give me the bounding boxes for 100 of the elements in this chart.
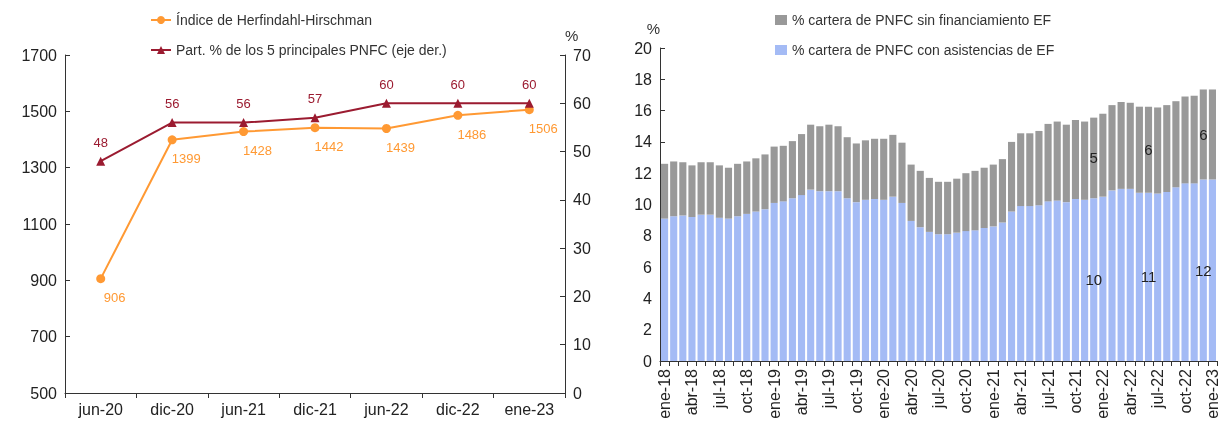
x-tick-label: ene-21	[984, 368, 1002, 419]
x-tick-label: ene-23	[504, 400, 555, 418]
data-label: 10	[1085, 271, 1103, 289]
bar	[679, 162, 687, 216]
bar	[1199, 89, 1207, 180]
bar	[679, 215, 687, 361]
x-tick-label: dic-21	[293, 400, 337, 418]
bar	[1007, 211, 1016, 361]
data-label: 57	[307, 91, 323, 107]
bar	[1053, 200, 1061, 361]
x-tick-label: jul-18	[710, 368, 728, 410]
bar	[861, 140, 870, 200]
x-tick-label: oct-21	[1066, 368, 1084, 414]
bar	[1154, 107, 1162, 194]
y-tick-label: 8	[643, 227, 653, 245]
bar	[834, 191, 842, 361]
bar	[1035, 205, 1043, 361]
bar	[998, 159, 1006, 223]
x-tick-label: abr-19	[793, 368, 811, 416]
y2-axis-title: %	[565, 27, 579, 44]
bar	[953, 232, 961, 361]
x-tick-label: jun-21	[220, 400, 266, 418]
bar	[1154, 193, 1162, 361]
bar	[1181, 183, 1189, 361]
bar	[953, 178, 961, 233]
y-tick-label: 16	[634, 102, 653, 120]
bar	[1108, 190, 1116, 361]
bar	[1026, 206, 1034, 361]
bar	[688, 165, 696, 218]
bar	[816, 126, 824, 192]
y-tick-label: 700	[30, 328, 58, 346]
point	[167, 135, 177, 145]
bar	[779, 201, 787, 361]
bar	[1208, 89, 1216, 180]
bar	[807, 189, 815, 361]
bar	[944, 234, 952, 361]
bar	[843, 137, 851, 199]
bar	[934, 181, 943, 235]
bar	[788, 198, 796, 361]
bar	[1190, 183, 1198, 361]
point	[453, 98, 463, 108]
data-label: 60	[522, 76, 537, 92]
x-tick-label: jul-20	[930, 368, 947, 410]
legend-label: % cartera de PNFC con asistencias de EF	[792, 42, 1055, 58]
data-label: 60	[379, 76, 394, 92]
data-label: 1439	[385, 140, 415, 156]
bar	[1172, 187, 1180, 361]
y-tick-label: 500	[30, 384, 58, 402]
point	[310, 113, 320, 123]
bar	[1144, 106, 1153, 193]
bar	[1099, 113, 1107, 197]
x-tick-label: ene-18	[656, 368, 674, 419]
x-tick-label: jun-20	[77, 400, 124, 418]
bar	[1117, 101, 1125, 189]
bar	[779, 145, 787, 202]
point	[167, 118, 177, 128]
bar	[734, 216, 742, 361]
bar	[980, 227, 988, 361]
bar	[715, 165, 723, 218]
y2-tick-label: 60	[573, 94, 591, 112]
bar	[925, 231, 933, 361]
bar	[688, 217, 696, 361]
bar	[825, 191, 833, 361]
y2-tick-label: 70	[573, 46, 591, 64]
bar	[916, 170, 924, 228]
bar	[1126, 188, 1134, 361]
bar	[724, 218, 733, 361]
bar	[998, 222, 1006, 361]
legend-label: Part. % de los 5 principales PNFC (eje der.)	[176, 42, 447, 58]
x-tick-label: abr-20	[902, 368, 920, 416]
x-tick-label: ene-23	[1203, 368, 1221, 419]
bar	[834, 126, 842, 192]
bar	[1017, 206, 1025, 361]
bar	[889, 196, 897, 361]
y-tick-label: 900	[30, 271, 58, 289]
bar	[743, 213, 751, 361]
data-label: 1486	[457, 126, 487, 142]
bar	[880, 199, 888, 361]
bar	[871, 138, 879, 200]
legend-label: Índice de Herfindahl-Hirschman	[176, 12, 373, 28]
bar	[1108, 105, 1116, 191]
bar	[1117, 188, 1125, 361]
point	[453, 110, 463, 120]
bar	[1053, 121, 1061, 201]
bar	[670, 161, 678, 217]
data-label: 906	[103, 290, 126, 306]
x-tick-label: oct-22	[1176, 368, 1194, 414]
data-label: 48	[93, 134, 108, 150]
bar	[989, 164, 997, 227]
data-label: 1399	[171, 151, 201, 167]
y-tick-label: 2	[643, 321, 653, 339]
point	[524, 98, 534, 108]
bar	[1044, 201, 1052, 361]
bar	[706, 162, 714, 215]
y-tick-label: 20	[634, 39, 653, 57]
data-label: 11	[1140, 268, 1157, 286]
point	[96, 274, 106, 284]
bar	[971, 170, 979, 231]
y2-tick-label: 10	[573, 336, 591, 354]
bar	[916, 227, 924, 361]
